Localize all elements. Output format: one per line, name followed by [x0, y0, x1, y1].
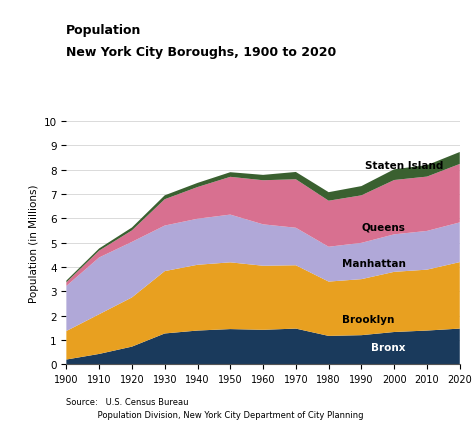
Text: Manhattan: Manhattan — [342, 258, 406, 268]
Text: Population Division, New York City Department of City Planning: Population Division, New York City Depar… — [66, 410, 364, 419]
Text: Bronx: Bronx — [371, 342, 406, 352]
Text: Population: Population — [66, 24, 142, 37]
Text: Brooklyn: Brooklyn — [342, 314, 394, 324]
Text: Staten Island: Staten Island — [365, 161, 443, 171]
Text: Queens: Queens — [361, 222, 405, 232]
Text: New York City Boroughs, 1900 to 2020: New York City Boroughs, 1900 to 2020 — [66, 46, 337, 59]
Text: Source:   U.S. Census Bureau: Source: U.S. Census Bureau — [66, 397, 189, 406]
Y-axis label: Population (in Millions): Population (in Millions) — [29, 184, 39, 302]
